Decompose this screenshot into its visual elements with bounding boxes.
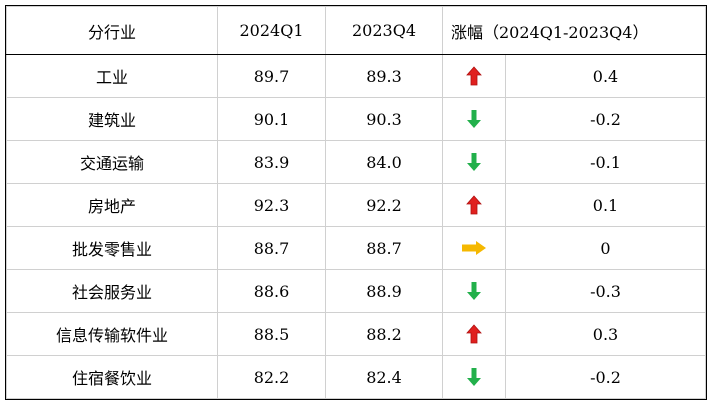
change-value-cell: -0.2 [505, 355, 706, 399]
arrow-up-icon [466, 324, 482, 344]
value-2023q4-cell: 92.2 [325, 183, 443, 227]
table-row: 信息传输软件业 88.5 88.2 0.3 [6, 312, 706, 356]
value-2024q1-cell: 89.7 [217, 54, 326, 98]
trend-arrow-cell [442, 269, 506, 313]
header-industry: 分行业 [6, 6, 218, 55]
value-2023q4-cell: 88.9 [325, 269, 443, 313]
arrow-up-icon [466, 66, 482, 86]
table-body: 工业 89.7 89.3 0.4 建筑业 90.1 90.3 -0.2 交通运输 83.9 84.0… [6, 54, 706, 399]
change-value-cell: 0 [505, 226, 706, 270]
value-2024q1-cell: 88.7 [217, 226, 326, 270]
change-value-cell: -0.3 [505, 269, 706, 313]
header-2023q4: 2023Q4 [325, 6, 443, 55]
industry-cell: 社会服务业 [6, 269, 218, 313]
trend-arrow-cell [442, 312, 506, 356]
industry-cell: 工业 [6, 54, 218, 98]
value-2024q1-cell: 92.3 [217, 183, 326, 227]
industry-cell: 建筑业 [6, 97, 218, 141]
table-row: 建筑业 90.1 90.3 -0.2 [6, 97, 706, 141]
change-value-cell: 0.3 [505, 312, 706, 356]
trend-arrow-cell [442, 355, 506, 399]
industry-table: 分行业 2024Q1 2023Q4 涨幅（2024Q1-2023Q4） 工业 89… [5, 5, 707, 400]
change-value-cell: 0.1 [505, 183, 706, 227]
industry-cell: 批发零售业 [6, 226, 218, 270]
value-2024q1-cell: 88.6 [217, 269, 326, 313]
header-2024q1: 2024Q1 [217, 6, 326, 55]
arrow-down-icon [467, 368, 481, 386]
industry-cell: 房地产 [6, 183, 218, 227]
change-value-cell: -0.2 [505, 97, 706, 141]
trend-arrow-cell [442, 54, 506, 98]
value-2023q4-cell: 89.3 [325, 54, 443, 98]
value-2024q1-cell: 82.2 [217, 355, 326, 399]
table-row: 住宿餐饮业 82.2 82.4 -0.2 [6, 355, 706, 399]
table-row: 房地产 92.3 92.2 0.1 [6, 183, 706, 227]
change-value-cell: -0.1 [505, 140, 706, 184]
value-2023q4-cell: 90.3 [325, 97, 443, 141]
table-row: 社会服务业 88.6 88.9 -0.3 [6, 269, 706, 313]
value-2024q1-cell: 88.5 [217, 312, 326, 356]
trend-arrow-cell [442, 140, 506, 184]
trend-arrow-cell [442, 183, 506, 227]
arrow-down-icon [467, 110, 481, 128]
arrow-up-icon [466, 195, 482, 215]
table-row: 批发零售业 88.7 88.7 0 [6, 226, 706, 270]
value-2023q4-cell: 82.4 [325, 355, 443, 399]
arrow-down-icon [467, 153, 481, 171]
industry-cell: 交通运输 [6, 140, 218, 184]
value-2023q4-cell: 84.0 [325, 140, 443, 184]
header-change: 涨幅（2024Q1-2023Q4） [442, 6, 706, 55]
industry-cell: 信息传输软件业 [6, 312, 218, 356]
change-value-cell: 0.4 [505, 54, 706, 98]
table-row: 交通运输 83.9 84.0 -0.1 [6, 140, 706, 184]
table-row: 工业 89.7 89.3 0.4 [6, 54, 706, 98]
arrow-down-icon [467, 282, 481, 300]
industry-cell: 住宿餐饮业 [6, 355, 218, 399]
value-2024q1-cell: 90.1 [217, 97, 326, 141]
arrow-right-icon [462, 241, 486, 255]
header-row: 分行业 2024Q1 2023Q4 涨幅（2024Q1-2023Q4） [6, 6, 706, 55]
trend-arrow-cell [442, 226, 506, 270]
value-2023q4-cell: 88.7 [325, 226, 443, 270]
value-2024q1-cell: 83.9 [217, 140, 326, 184]
value-2023q4-cell: 88.2 [325, 312, 443, 356]
trend-arrow-cell [442, 97, 506, 141]
